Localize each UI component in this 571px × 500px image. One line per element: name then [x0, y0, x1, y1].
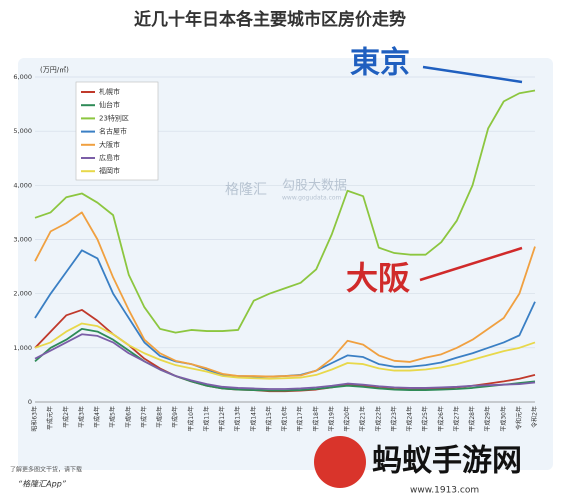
y-tick-label: 4,000	[13, 181, 32, 189]
x-tick-label: 平成18年	[312, 406, 320, 432]
x-tick-label: 平成6年	[124, 406, 132, 428]
x-tick-label: 平成27年	[452, 406, 460, 432]
legend-label: 福岡市	[99, 166, 120, 175]
legend-label: 大阪市	[99, 140, 120, 149]
watermark: www.gogudata.com	[282, 195, 342, 202]
logo	[314, 436, 366, 488]
legend-label: 札幌市	[99, 87, 120, 96]
x-tick-label: 令和元年	[515, 406, 523, 430]
x-tick-label: 平成25年	[421, 406, 429, 432]
x-tick-label: 平成15年	[265, 406, 273, 432]
x-tick-label: 平成24年	[406, 406, 414, 432]
x-tick-label: 平成7年	[140, 406, 148, 428]
chart-title: 近几十年日本各主要城市区房价走势	[134, 9, 406, 30]
series-line	[34, 327, 536, 392]
x-tick-label: 平成20年	[343, 406, 351, 432]
watermark: 格隆汇	[225, 182, 267, 198]
x-tick-label: 平成5年	[109, 406, 117, 428]
x-tick-label: 平成21年	[359, 406, 367, 432]
x-tick-label: 平成3年	[77, 406, 85, 428]
legend-label: 名古屋市	[99, 127, 127, 136]
y-tick-label: 6,000	[13, 73, 32, 81]
x-tick-label: 平成元年	[46, 406, 54, 430]
x-tick-label: 平成4年	[93, 406, 101, 428]
x-tick-label: 平成2年	[62, 406, 70, 428]
x-tick-label: 昭和63年	[31, 406, 39, 432]
y-unit: (万円/㎡)	[40, 66, 69, 74]
series-line	[34, 89, 536, 334]
x-tick-label: 平成8年	[156, 406, 164, 428]
x-tick-label: 平成26年	[437, 406, 445, 432]
legend-label: 仙台市	[99, 100, 120, 109]
y-tick-label: 1,000	[13, 344, 32, 352]
x-tick-label: 平成10年	[187, 406, 195, 432]
x-tick-label: 平成28年	[468, 406, 476, 432]
series-line	[34, 322, 536, 380]
legend-label: 23特別区	[99, 113, 129, 122]
x-tick-label: 平成19年	[327, 406, 335, 432]
x-tick-label: 平成23年	[390, 406, 398, 432]
x-tick-label: 平成14年	[249, 406, 257, 432]
x-tick-label: 平成12年	[218, 406, 226, 432]
annotation-line	[422, 65, 523, 84]
x-tick-label: 平成9年	[171, 406, 179, 428]
watermark: 勾股大数据	[282, 179, 347, 194]
series-line	[34, 211, 536, 378]
x-tick-label: 平成11年	[202, 406, 210, 432]
x-tick-label: 平成30年	[499, 406, 507, 432]
x-tick-label: 平成29年	[484, 406, 492, 432]
y-tick-label: 5,000	[13, 127, 32, 135]
x-tick-label: 平成13年	[234, 406, 242, 432]
y-tick-label: 0	[28, 398, 32, 406]
y-tick-label: 2,000	[13, 290, 32, 298]
footer-app: “格隆汇App”	[18, 480, 67, 489]
site-url: www.1913.com	[410, 486, 479, 496]
series-line	[34, 333, 536, 390]
legend-label: 広島市	[99, 153, 120, 162]
x-tick-label: 令和2年	[531, 406, 539, 428]
x-tick-label: 平成17年	[296, 406, 304, 432]
y-tick-label: 3,000	[13, 236, 32, 244]
annotation-line	[419, 246, 523, 282]
x-tick-label: 平成22年	[374, 406, 382, 432]
site-watermark: 蚂蚁手游网	[372, 444, 522, 479]
annotation: 東京	[350, 46, 410, 81]
annotation: 大阪	[346, 259, 410, 297]
x-tick-label: 平成16年	[281, 406, 289, 432]
footer-note: 了解更多图文干货，请下载	[10, 466, 82, 474]
